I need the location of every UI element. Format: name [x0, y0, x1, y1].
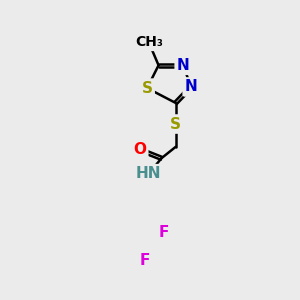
Text: F: F	[158, 225, 169, 240]
Text: O: O	[133, 142, 146, 157]
Text: S: S	[170, 116, 181, 131]
Text: HN: HN	[136, 166, 162, 181]
Text: N: N	[177, 58, 190, 73]
Text: CH₃: CH₃	[135, 35, 163, 50]
Text: F: F	[140, 253, 150, 268]
Text: S: S	[142, 81, 153, 96]
Text: N: N	[185, 80, 197, 94]
